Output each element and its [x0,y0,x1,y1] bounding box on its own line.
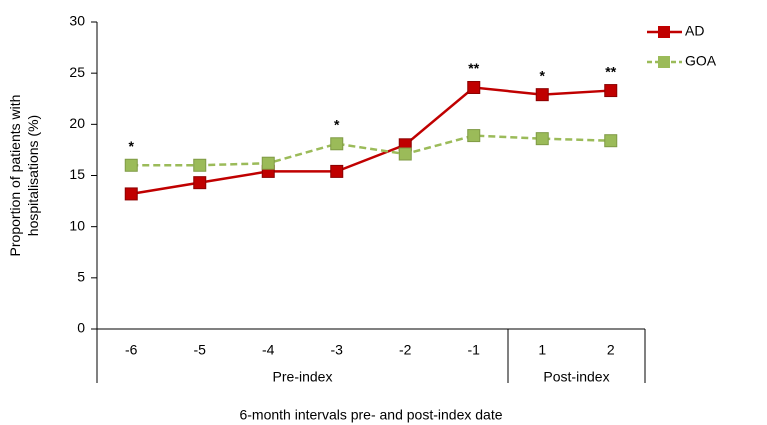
y-tick-label: 30 [69,13,85,29]
marker [467,129,481,143]
marker [193,176,207,190]
x-tick-label: -2 [399,342,412,358]
annotation: * [129,138,135,154]
series-line [131,86,611,196]
x-tick-label: -5 [194,342,207,358]
x-tick-label: -6 [125,342,138,358]
x-tick-label: -3 [331,342,344,358]
y-tick-label: 20 [69,115,85,131]
marker [604,134,618,148]
annotation: ** [468,60,479,76]
marker [330,137,344,151]
marker [330,164,344,178]
x-tick-label: 1 [538,342,546,358]
y-axis-title-line: hospitalisations (%) [25,115,41,236]
group-label: Post-index [543,369,609,385]
y-tick-label: 25 [69,64,85,80]
marker [535,88,549,102]
marker [535,132,549,146]
marker [604,84,618,98]
legend-label: AD [685,23,704,39]
marker [124,158,138,172]
series-line [131,134,611,167]
x-tick-label: 2 [607,342,615,358]
marker [193,158,207,172]
marker [124,187,138,201]
legend-marker [658,56,670,68]
group-label: Pre-index [273,369,333,385]
y-axis-title: Proportion of patients with hospitalisati… [7,95,41,257]
y-axis-title-line: Proportion of patients with [7,95,23,257]
y-tick-label: 15 [69,166,85,182]
legend-marker [658,26,670,38]
annotation: ** [605,63,616,79]
y-tick-label: 10 [69,217,85,233]
marker [467,80,481,94]
annotation: * [334,116,340,132]
x-axis-title: 6-month intervals pre- and post-index da… [239,407,502,423]
y-tick-label: 5 [77,269,85,285]
marker [261,156,275,170]
legend-label: GOA [685,53,717,69]
marker [398,147,412,161]
annotation: * [540,67,546,83]
x-tick-label: -1 [468,342,481,358]
y-tick-label: 0 [77,320,85,336]
x-tick-label: -4 [262,342,275,358]
